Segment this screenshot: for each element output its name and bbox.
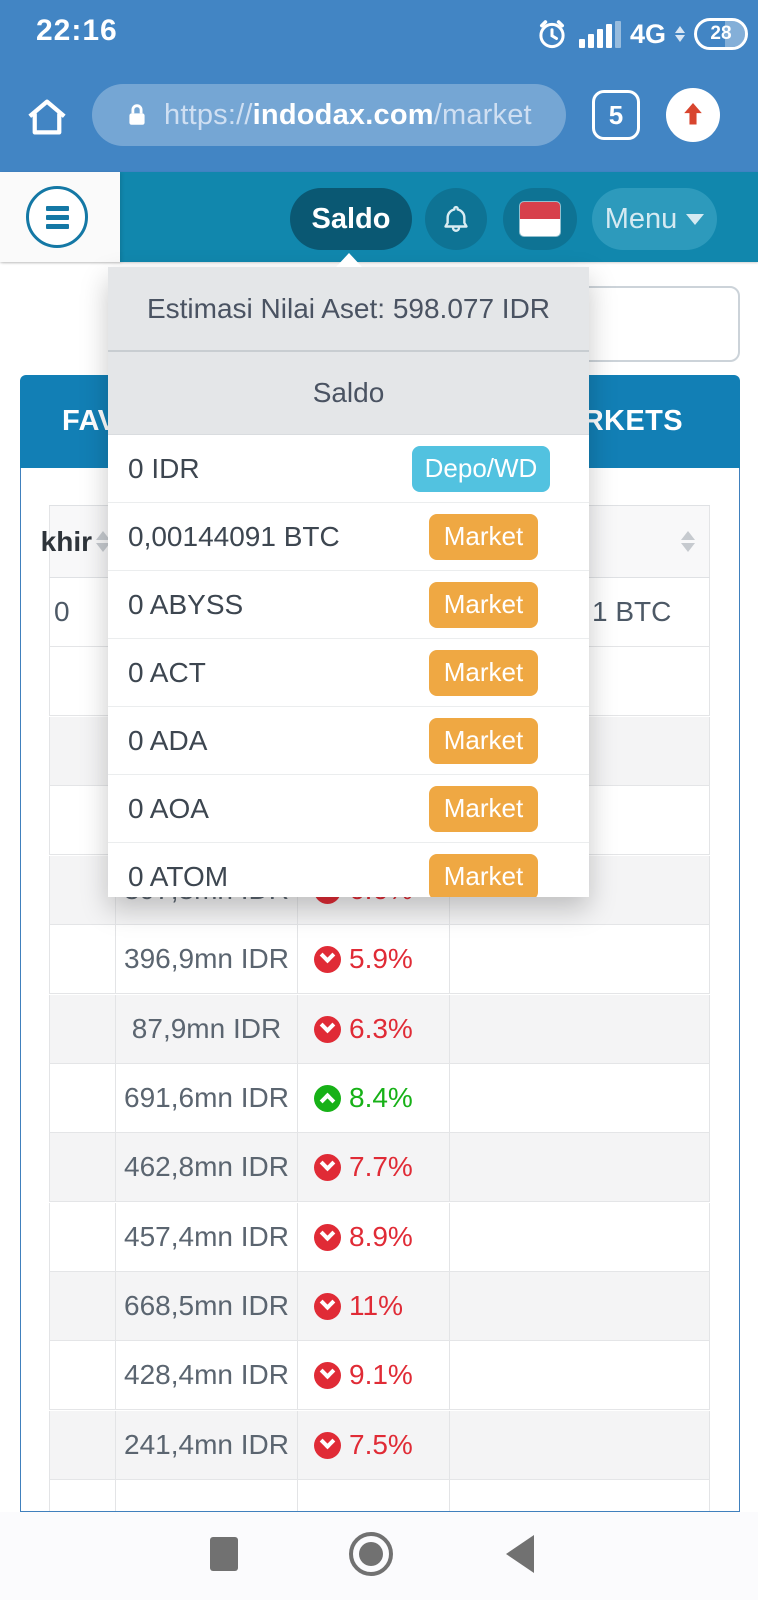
down-arrow-icon [314,1015,341,1043]
notifications-button[interactable] [425,188,487,250]
down-arrow-icon [314,945,341,973]
browser-toolbar: https://indodax.com/market 5 [0,62,758,172]
indonesia-flag-icon [520,202,560,236]
address-bar[interactable]: https://indodax.com/market [92,84,566,146]
down-arrow-icon [314,1223,341,1251]
back-button[interactable] [506,1535,534,1573]
lock-icon [129,104,145,125]
market-button[interactable]: Market [429,717,538,764]
table-row[interactable]: 396,9mn IDR 5.9% [49,925,710,994]
data-activity-icon [675,26,685,42]
alarm-icon [539,20,565,49]
table-row[interactable]: 87,9mn IDR 6.3% [49,995,710,1064]
table-row[interactable]: 428,4mn IDR 9.1% [49,1341,710,1410]
network-type-label: 4G [629,18,666,49]
recents-button[interactable] [210,1537,238,1571]
column-header-last-price[interactable]: khir [41,506,116,577]
url-text: https://indodax.com/market [164,98,532,131]
tab-favorites[interactable]: FAV [62,405,118,437]
saldo-button[interactable]: Saldo [290,188,412,250]
up-arrow-icon [314,1084,341,1112]
dropdown-caret [336,253,362,267]
table-row[interactable]: 241,4mn IDR 7.5% [49,1411,710,1480]
bell-icon [444,205,468,232]
dropdown-subtitle: Saldo [108,352,589,435]
android-home-button[interactable] [349,1532,393,1576]
down-arrow-icon [314,1431,341,1459]
market-button[interactable]: Market [429,581,538,628]
balance-row-idr: 0 IDR Depo/WD [108,435,589,503]
android-navigation-bar [0,1512,758,1600]
status-icons: 4G 28 [534,14,748,54]
asset-estimate-header: Estimasi Nilai Aset: 598.077 IDR [108,267,589,352]
menu-button[interactable]: Menu [592,188,717,250]
clock: 22:16 [36,14,118,47]
table-row[interactable]: 462,8mn IDR 7.7% [49,1133,710,1202]
market-button[interactable]: Market [429,513,538,560]
chevron-down-icon [686,213,705,225]
down-arrow-icon [314,1153,341,1181]
table-row[interactable]: 457,4mn IDR 8.9% [49,1203,710,1272]
down-arrow-icon [314,1292,341,1320]
battery-icon: 28 [694,18,748,50]
market-button[interactable]: Market [429,785,538,832]
language-button[interactable] [503,188,577,250]
share-button[interactable] [666,88,720,142]
hamburger-menu-button[interactable] [26,186,88,248]
table-row[interactable]: 668,5mn IDR 11% [49,1272,710,1341]
depo-wd-button[interactable]: Depo/WD [412,445,550,492]
upload-arrow-icon [684,102,702,125]
signal-icon [578,20,621,48]
balance-row-abyss: 0 ABYSS Market [108,571,589,639]
browser-chrome: 22:16 4G 28 ht [0,0,758,172]
table-row[interactable]: 691,6mn IDR 8.4% [49,1064,710,1133]
sort-icon[interactable] [681,531,695,552]
column-header-pair[interactable] [450,506,710,577]
tab-count-button[interactable]: 5 [592,90,640,140]
down-arrow-icon [314,1361,341,1389]
balance-row-btc: 0,00144091 BTC Market [108,503,589,571]
sort-icon[interactable] [96,531,110,552]
balance-row-act: 0 ACT Market [108,639,589,707]
market-button[interactable]: Market [429,649,538,696]
table-row[interactable] [49,1480,710,1511]
saldo-dropdown: Estimasi Nilai Aset: 598.077 IDR Saldo 0… [108,267,589,897]
market-button[interactable]: Market [429,853,538,897]
home-icon[interactable] [24,94,70,140]
balance-row-ada: 0 ADA Market [108,707,589,775]
balance-row-atom: 0 ATOM Market [108,843,589,897]
balance-row-aoa: 0 AOA Market [108,775,589,843]
